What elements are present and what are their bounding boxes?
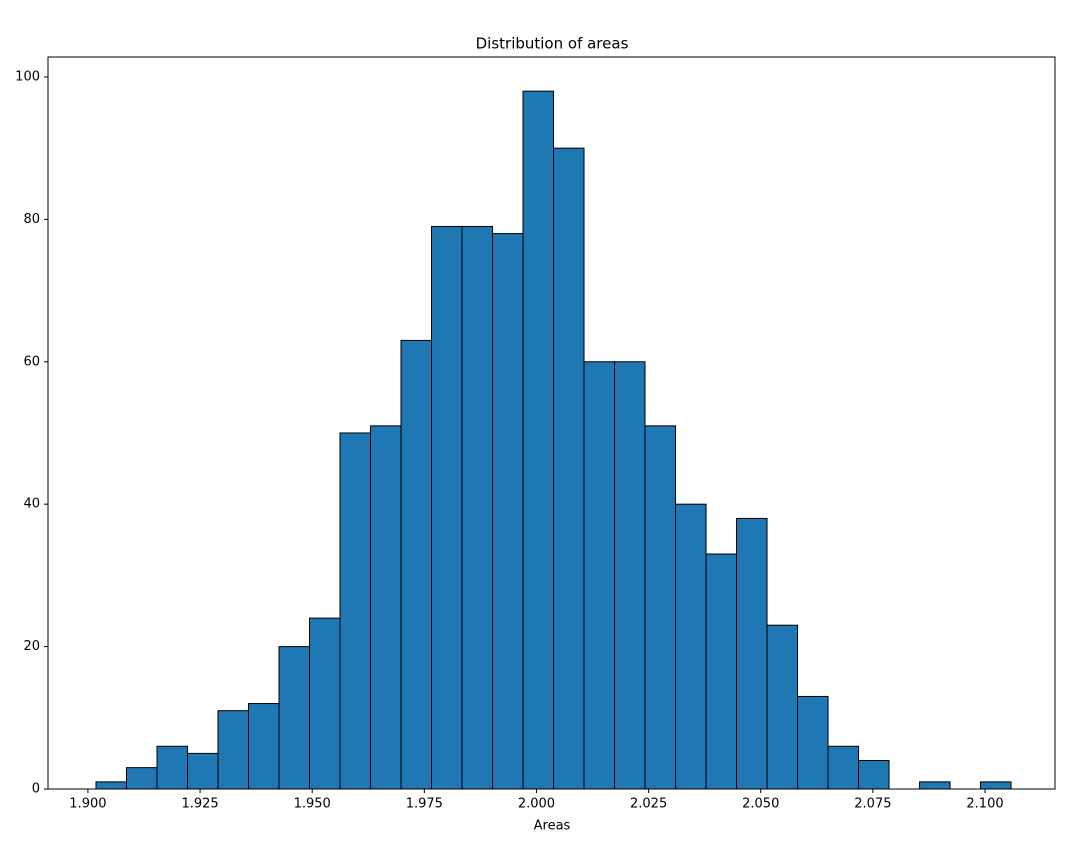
x-tick-label: 2.050 <box>742 797 779 812</box>
bar <box>766 624 799 790</box>
bar <box>919 781 951 790</box>
bar <box>217 710 250 790</box>
bar <box>522 90 555 790</box>
x-tick-label: 2.075 <box>854 797 891 812</box>
bar <box>248 703 280 790</box>
y-tick-label: 80 <box>23 212 40 227</box>
y-tick-label: 100 <box>15 69 40 84</box>
x-tick-label: 1.975 <box>406 797 443 812</box>
bar <box>858 760 890 790</box>
chart-title: Distribution of areas <box>476 35 629 53</box>
x-tick-label: 1.950 <box>294 797 331 812</box>
bar <box>583 361 616 790</box>
x-tick-label: 2.025 <box>630 797 667 812</box>
bar <box>370 425 402 790</box>
plot-frame <box>47 56 1056 790</box>
x-tick-label: 2.100 <box>966 797 1003 812</box>
bar <box>614 361 646 790</box>
bar <box>736 517 768 790</box>
y-tick-label: 60 <box>23 354 40 369</box>
y-tick-label: 40 <box>23 497 40 512</box>
y-tick-label: 0 <box>32 782 40 797</box>
y-tick-label: 20 <box>23 639 40 654</box>
bar <box>492 233 524 790</box>
bar <box>644 425 677 790</box>
bar <box>339 432 372 790</box>
bar <box>309 617 341 790</box>
bar <box>278 646 311 790</box>
x-tick-label: 1.925 <box>181 797 218 812</box>
bar <box>553 147 585 790</box>
bar <box>156 745 188 790</box>
bar <box>186 752 219 790</box>
bar <box>400 339 433 790</box>
bar <box>827 745 860 790</box>
bar <box>95 781 127 790</box>
bar <box>461 225 494 790</box>
bar <box>797 695 829 790</box>
bar <box>431 225 463 790</box>
bar <box>675 503 707 790</box>
bar <box>980 781 1012 790</box>
bar <box>705 553 738 790</box>
x-tick-label: 2.000 <box>518 797 555 812</box>
bar <box>125 767 158 790</box>
x-tick-label: 1.900 <box>69 797 106 812</box>
x-axis-label: Areas <box>534 819 571 834</box>
